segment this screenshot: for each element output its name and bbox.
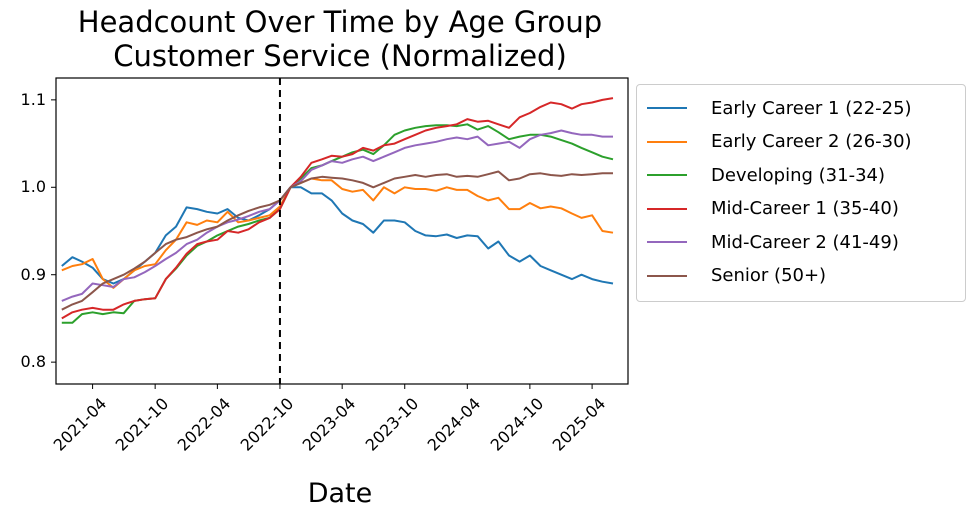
y-tick-label: 0.8 — [20, 352, 46, 372]
legend-item: Early Career 2 (26-30) — [637, 127, 912, 157]
legend-swatch — [647, 207, 687, 210]
legend-item: Mid-Career 1 (35-40) — [637, 194, 899, 224]
plot-area — [55, 77, 629, 385]
legend-label: Mid-Career 2 (41-49) — [711, 231, 899, 253]
series-line-2 — [61, 123, 614, 324]
legend-label: Developing (31-34) — [711, 164, 886, 186]
legend-label: Senior (50+) — [711, 265, 827, 286]
legend-item: Early Career 1 (22-25) — [637, 93, 912, 123]
series-line-0 — [61, 186, 614, 285]
legend-item: Senior (50+) — [637, 261, 826, 291]
tick-marks — [51, 99, 593, 389]
chart-title: Headcount Over Time by Age Group — [77, 5, 603, 39]
legend-swatch — [647, 274, 687, 277]
y-tick-label: 1.1 — [20, 89, 46, 109]
legend-item: Developing (31-34) — [637, 160, 885, 190]
legend: Early Career 1 (22-25) Early Career 2 (26… — [636, 84, 966, 302]
series-line-3 — [61, 97, 614, 320]
legend-label: Early Career 2 (26-30) — [711, 131, 912, 152]
series-line-1 — [61, 177, 614, 289]
y-tick-label: 1.0 — [20, 177, 46, 197]
legend-label: Mid-Career 1 (35-40) — [711, 198, 899, 219]
series-layer — [61, 97, 614, 324]
series-line-5 — [61, 170, 613, 311]
legend-item: Mid-Career 2 (41-49) — [637, 227, 899, 257]
y-tick-label: 0.9 — [20, 264, 46, 284]
series-line-4 — [61, 129, 613, 302]
legend-swatch — [647, 174, 687, 176]
legend-label: Early Career 1 (22-25) — [711, 97, 912, 119]
legend-swatch — [647, 107, 687, 109]
legend-swatch — [647, 140, 687, 143]
x-axis-label: Date — [307, 478, 373, 509]
chart-subtitle: Customer Service (Normalized) — [113, 39, 567, 73]
legend-swatch — [647, 241, 687, 243]
